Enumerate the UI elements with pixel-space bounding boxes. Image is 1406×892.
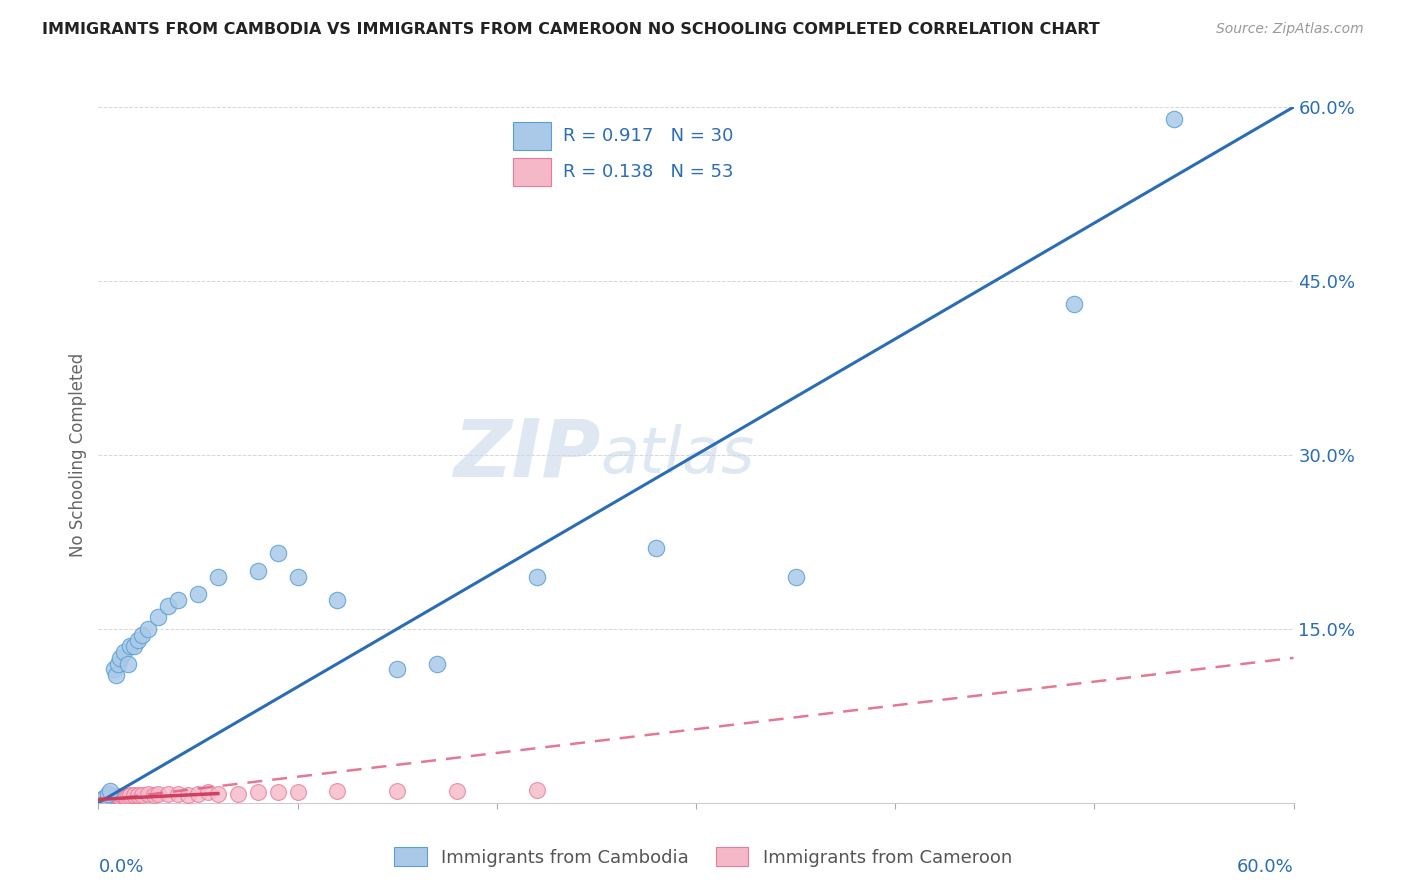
Point [89,793,111,807]
Point [446,784,468,798]
Point [97,787,120,801]
Point [645,541,668,555]
Point [91,792,114,806]
Point [207,569,229,583]
Point [131,628,153,642]
Point [246,564,269,578]
Point [107,789,129,803]
Point [115,790,138,805]
Point [167,592,190,607]
Point [136,622,159,636]
Text: Source: ZipAtlas.com: Source: ZipAtlas.com [1216,22,1364,37]
Point [177,788,200,802]
Point [93,793,115,807]
Point [97,790,120,805]
Point [187,587,209,601]
Point [226,787,249,801]
Point [1163,112,1185,126]
Point [287,785,309,799]
Point [526,783,548,797]
Point [124,788,146,802]
Point [131,788,153,802]
Point [96,792,118,806]
Point [127,788,149,802]
Point [91,795,114,809]
Point [117,657,139,671]
Point [105,668,128,682]
Text: 0.0%: 0.0% [98,858,143,877]
Point [93,792,115,806]
Point [148,610,170,624]
Point [112,645,135,659]
Point [101,790,124,805]
Point [93,791,115,805]
Point [117,789,139,803]
Point [267,546,290,561]
Point [287,569,309,583]
Point [187,787,209,801]
Point [93,791,115,805]
Point [110,790,132,805]
Point [167,787,190,801]
Point [111,789,134,803]
Point [103,791,125,805]
Point [105,789,128,803]
Point [96,791,118,805]
Point [246,785,269,799]
Text: IMMIGRANTS FROM CAMBODIA VS IMMIGRANTS FROM CAMEROON NO SCHOOLING COMPLETED CORR: IMMIGRANTS FROM CAMBODIA VS IMMIGRANTS F… [42,22,1099,37]
Point [136,787,159,801]
Point [103,662,125,676]
Point [385,784,409,798]
Point [785,569,807,583]
Text: atlas: atlas [600,424,755,486]
Point [197,785,219,799]
Point [98,784,122,798]
Point [101,789,124,803]
Y-axis label: No Schooling Completed: No Schooling Completed [69,353,87,557]
Point [107,790,129,805]
Point [101,791,124,805]
Point [157,599,180,613]
Point [426,657,449,671]
Point [124,639,146,653]
Point [1063,297,1085,311]
Point [97,791,120,805]
Point [107,657,129,671]
Point [91,793,114,807]
Point [267,785,290,799]
Point [98,792,122,806]
Point [105,791,128,805]
Point [89,795,111,809]
Point [157,787,180,801]
Text: ZIP: ZIP [453,416,600,494]
Point [112,789,135,803]
Point [120,639,142,653]
Point [87,796,110,810]
Point [207,787,229,801]
Point [98,791,122,805]
Point [103,790,125,805]
Text: 60.0%: 60.0% [1237,858,1294,877]
Point [96,793,118,807]
Point [120,788,142,802]
Point [148,787,170,801]
Point [326,592,349,607]
Legend: Immigrants from Cambodia, Immigrants from Cameroon: Immigrants from Cambodia, Immigrants fro… [387,840,1019,874]
Point [98,790,122,805]
Point [143,788,166,802]
Point [127,633,149,648]
Point [110,651,132,665]
Point [326,784,349,798]
Point [97,792,120,806]
Point [385,662,409,676]
Point [526,569,548,583]
